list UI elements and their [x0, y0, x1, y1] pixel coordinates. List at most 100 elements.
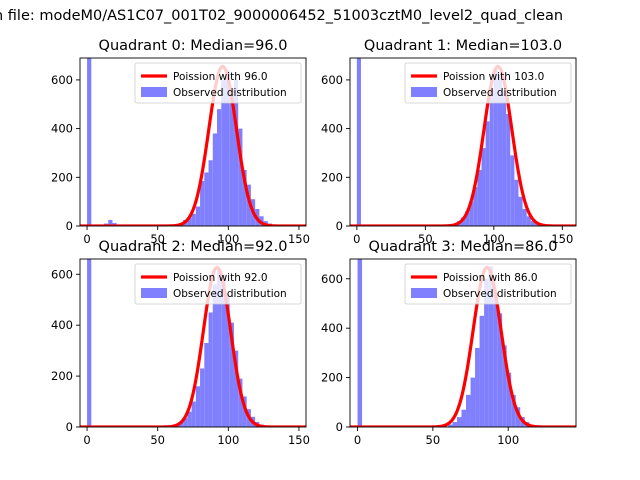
x-tick-label: 50	[418, 232, 433, 246]
histogram-bar	[178, 421, 184, 427]
histogram-bar	[522, 208, 527, 226]
histogram-bar	[357, 259, 363, 427]
legend-label-observed: Observed distribution	[173, 87, 287, 99]
histogram-bar	[489, 89, 494, 226]
x-tick-label: 100	[217, 232, 239, 246]
histogram-bar	[473, 187, 478, 226]
histogram-bar	[204, 172, 209, 226]
subplot-quadrant-2: 0 50 100 150 0 200 400 600 Quadrant 2: Median=92…	[51, 239, 310, 447]
histogram-bar	[217, 269, 222, 427]
histogram-bar	[229, 322, 234, 427]
histogram-bar	[493, 293, 498, 427]
histogram-bar	[208, 160, 213, 226]
subplot-title: Quadrant 3: Median=86.0	[369, 239, 558, 255]
histogram-bar	[460, 217, 466, 226]
histogram-bar	[479, 315, 485, 427]
subplot-grid: 0 50 100 150 0 200 400 600 Quadrant 0: Median=96…	[51, 38, 577, 447]
histogram-bar	[488, 266, 494, 427]
x-tick-label: 0	[353, 232, 360, 246]
fit-curve	[350, 64, 576, 226]
figure-suptitle: n file: modeM0/AS1C07_001T02_9000006452_…	[0, 8, 563, 24]
histogram-bar	[229, 89, 234, 226]
histogram-bar	[356, 58, 361, 226]
legend-bar-swatch	[141, 288, 167, 298]
x-tick-label: 150	[551, 232, 573, 246]
histogram-bar	[485, 121, 490, 226]
histogram-bar	[246, 184, 251, 226]
legend: Poission with 86.0 Observed distribution	[404, 263, 572, 305]
y-tick-label: 400	[51, 318, 73, 332]
x-tick-label: 100	[483, 232, 505, 246]
subplot-quadrant-0: 0 50 100 150 0 200 400 600 Quadrant 0: Median=96…	[51, 38, 310, 246]
histogram-bar	[493, 70, 498, 226]
histogram-bar	[477, 170, 482, 226]
histogram-bar	[87, 259, 92, 427]
legend-label-fit: Poission with 92.0	[173, 272, 268, 284]
subplot-quadrant-3: 0 50 100 0 200 400 600 Quadrant 3: Median=86.0 P…	[321, 239, 577, 447]
histogram-bar	[506, 372, 512, 427]
histogram-bar	[212, 284, 218, 427]
y-tick-label: 400	[321, 122, 343, 136]
y-tick-label: 600	[51, 267, 73, 281]
y-tick-label: 400	[51, 122, 73, 136]
legend-frame	[134, 62, 302, 104]
plot-area	[350, 259, 576, 427]
x-tick-label: 150	[288, 232, 310, 246]
y-tick-label: 200	[51, 170, 73, 184]
y-tick-label: 200	[321, 170, 343, 184]
legend-label-fit: Poission with 86.0	[443, 272, 538, 284]
histogram-bar	[456, 417, 462, 427]
histogram-bar	[233, 79, 239, 226]
histogram-bar	[200, 368, 205, 427]
histogram-bar	[526, 216, 531, 226]
histogram-bar	[204, 343, 209, 427]
histogram-bar	[87, 58, 92, 226]
x-tick-label: 50	[426, 433, 441, 447]
histogram-bar	[534, 223, 540, 226]
histogram-bar	[238, 128, 243, 226]
histogram-bar	[470, 377, 476, 427]
histogram-bar	[466, 394, 471, 427]
legend-frame	[404, 263, 572, 305]
x-tick-label: 50	[150, 433, 165, 447]
legend: Poission with 103.0 Observed distribution	[404, 62, 572, 104]
histogram-bar	[238, 378, 243, 427]
histogram-bar	[217, 109, 222, 226]
histogram-bar	[208, 312, 213, 427]
legend-frame	[134, 263, 302, 305]
histogram-bar	[461, 409, 467, 427]
histogram-bar	[221, 274, 226, 427]
legend-frame	[404, 62, 572, 104]
subplot-title: Quadrant 1: Median=103.0	[364, 38, 562, 54]
histogram-bar	[242, 170, 247, 226]
histogram-bar	[191, 401, 196, 427]
histogram-bar	[530, 221, 535, 226]
y-tick-label: 0	[66, 219, 73, 233]
y-tick-label: 0	[66, 420, 73, 434]
plot-area	[80, 58, 306, 226]
y-tick-label: 200	[321, 371, 343, 385]
legend-bar-swatch	[411, 87, 437, 97]
legend-bar-swatch	[141, 87, 167, 97]
legend-label-fit: Poission with 96.0	[173, 71, 268, 83]
histogram-bar	[497, 75, 503, 226]
y-tick-label: 0	[336, 420, 343, 434]
x-tick-label: 0	[354, 433, 361, 447]
axes-spines	[79, 57, 307, 227]
histogram-bar	[242, 396, 247, 427]
histogram-bar	[200, 180, 205, 226]
x-tick-label: 150	[288, 433, 310, 447]
axes-spines	[349, 258, 577, 428]
histogram-bar	[108, 219, 113, 226]
y-tick-label: 600	[51, 73, 73, 87]
histogram-bar	[465, 211, 470, 226]
fit-curve	[80, 64, 306, 226]
legend-label-observed: Observed distribution	[173, 288, 287, 300]
histogram-bar	[475, 347, 480, 427]
histogram-bar	[452, 422, 457, 427]
histogram-bar	[481, 148, 486, 226]
histogram-bar	[212, 133, 218, 226]
legend-label-observed: Observed distribution	[443, 87, 557, 99]
histogram-bar	[484, 278, 489, 427]
histogram-bar	[502, 92, 507, 226]
